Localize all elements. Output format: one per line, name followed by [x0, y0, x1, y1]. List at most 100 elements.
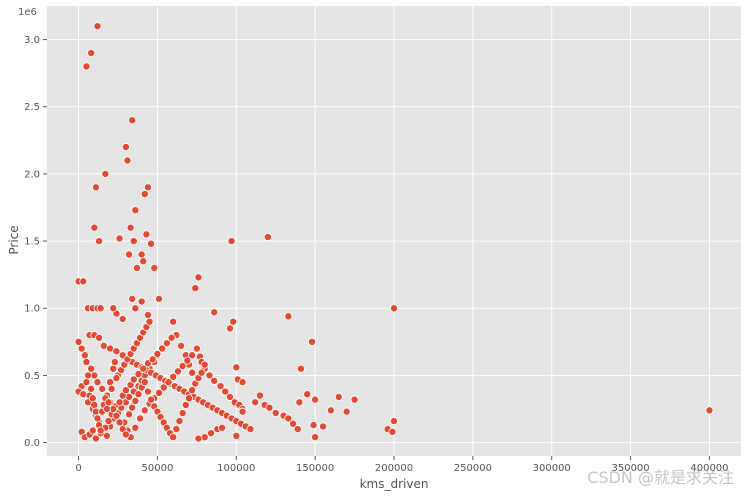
data-point — [87, 364, 96, 373]
y-tick-label: 2.5 — [24, 102, 40, 113]
data-point — [169, 317, 178, 326]
data-point — [350, 395, 359, 404]
data-point — [115, 234, 124, 243]
data-point — [109, 364, 118, 373]
data-point — [319, 422, 328, 431]
data-point — [139, 364, 148, 373]
data-point — [271, 409, 280, 418]
x-tick-label: 150000 — [296, 463, 334, 474]
data-point — [389, 304, 398, 313]
data-point — [137, 250, 146, 259]
data-point — [95, 333, 104, 342]
data-point — [129, 237, 138, 246]
data-point — [296, 364, 305, 373]
data-point — [334, 392, 343, 401]
data-point — [154, 294, 163, 303]
data-point — [87, 384, 96, 393]
x-tick-label: 100000 — [217, 463, 255, 474]
y-tick-label: 1.0 — [24, 304, 40, 315]
data-point — [232, 363, 241, 372]
data-point — [82, 62, 91, 71]
data-point — [181, 400, 190, 409]
data-point — [93, 22, 102, 31]
y-tick-label: 1.5 — [24, 237, 40, 248]
data-point — [263, 233, 272, 242]
y-axis-label: Price — [7, 225, 21, 254]
data-point — [158, 344, 167, 353]
data-point — [178, 361, 187, 370]
data-point — [229, 317, 238, 326]
data-point — [77, 344, 86, 353]
data-point — [284, 414, 293, 423]
x-tick-label: 50000 — [142, 463, 174, 474]
data-point — [232, 431, 241, 440]
data-point — [167, 333, 176, 342]
data-point — [295, 398, 304, 407]
data-point — [326, 406, 335, 415]
x-tick-label: 0 — [75, 463, 81, 474]
data-point — [216, 382, 225, 391]
data-point — [192, 344, 201, 353]
data-point — [140, 190, 149, 199]
data-point — [293, 425, 302, 434]
data-point — [188, 368, 197, 377]
data-point — [112, 411, 121, 420]
data-point — [164, 378, 173, 387]
data-point — [88, 394, 97, 403]
data-point — [121, 386, 130, 395]
data-point — [90, 400, 99, 409]
data-point — [194, 273, 203, 282]
data-point — [137, 297, 146, 306]
data-points — [74, 22, 714, 443]
data-point — [121, 143, 130, 152]
data-point — [131, 396, 140, 405]
data-point — [123, 156, 132, 165]
data-point — [128, 403, 137, 412]
y-tick-label: 3.0 — [24, 35, 40, 46]
data-point — [205, 371, 214, 380]
data-point — [131, 423, 140, 432]
data-point — [210, 376, 219, 385]
data-point — [90, 223, 99, 232]
data-point — [93, 378, 102, 387]
data-point — [115, 398, 124, 407]
data-point — [84, 371, 93, 380]
data-point — [104, 398, 113, 407]
data-point — [128, 294, 137, 303]
data-point — [188, 386, 197, 395]
data-point — [128, 116, 137, 125]
data-point — [265, 403, 274, 412]
data-point — [112, 374, 121, 383]
y-axis-ticks: 0.0 0.5 1.0 1.5 2.0 2.5 3.0 — [24, 35, 47, 449]
data-point — [118, 314, 127, 323]
x-axis-ticks: 0 50000 100000 150000 200000 250000 300000 3500… — [75, 456, 729, 474]
data-point — [251, 398, 260, 407]
data-point — [98, 384, 107, 393]
data-point — [87, 49, 96, 58]
data-point — [289, 419, 298, 428]
data-point — [134, 390, 143, 399]
data-point — [153, 349, 162, 358]
data-point — [178, 409, 187, 418]
data-point — [131, 304, 140, 313]
data-point — [125, 250, 134, 259]
y-offset-label: 1e6 — [18, 7, 37, 18]
data-point — [200, 360, 209, 369]
data-point — [311, 395, 320, 404]
data-point — [246, 425, 255, 434]
data-point — [74, 337, 83, 346]
data-point — [210, 308, 219, 317]
data-point — [131, 206, 140, 215]
data-point — [307, 337, 316, 346]
y-tick-label: 0.5 — [24, 371, 40, 382]
data-point — [143, 387, 152, 396]
data-point — [172, 425, 181, 434]
data-point — [95, 237, 104, 246]
data-point — [705, 406, 714, 415]
data-point — [225, 324, 234, 333]
data-point — [115, 418, 124, 427]
x-tick-label: 200000 — [375, 463, 413, 474]
data-point — [342, 407, 351, 416]
data-point — [218, 423, 227, 432]
data-point — [162, 339, 171, 348]
